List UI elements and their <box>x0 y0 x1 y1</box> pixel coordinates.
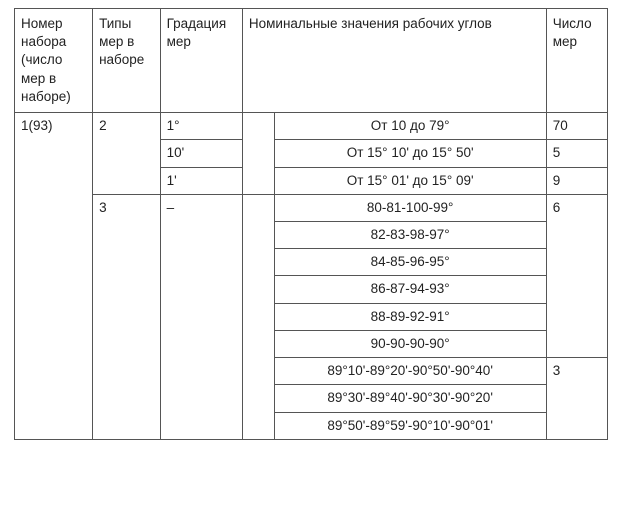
cell-count: 9 <box>546 167 607 194</box>
col-header-gradation: Градация мер <box>160 9 242 113</box>
cell-count: 6 <box>546 194 607 357</box>
table-row: 1(93) 2 1° От 10 до 79° 70 <box>15 113 608 140</box>
col-header-types: Типы мер в наборе <box>93 9 161 113</box>
cell-margin <box>242 303 274 330</box>
cell-nominal-value: От 10 до 79° <box>274 113 546 140</box>
cell-set-number: 1(93) <box>15 113 93 440</box>
cell-nominal-value: От 15° 01' до 15° 09' <box>274 167 546 194</box>
cell-gradation: 10' <box>160 140 242 167</box>
cell-nominal-value: 89°50'-89°59'-90°10'-90°01' <box>274 412 546 439</box>
col-header-nominal-values: Номинальные значения рабочих углов <box>242 9 546 113</box>
cell-nominal-value: 89°10'-89°20'-90°50'-90°40' <box>274 358 546 385</box>
cell-margin <box>242 194 274 221</box>
cell-type: 3 <box>93 194 161 439</box>
cell-margin <box>242 167 274 194</box>
cell-margin <box>242 276 274 303</box>
table-row: 3 – 80-81-100-99° 6 <box>15 194 608 221</box>
cell-margin <box>242 412 274 439</box>
cell-nominal-value: 86-87-94-93° <box>274 276 546 303</box>
cell-margin <box>242 140 274 167</box>
cell-count: 3 <box>546 358 607 440</box>
cell-nominal-value: От 15° 10' до 15° 50' <box>274 140 546 167</box>
cell-margin <box>242 221 274 248</box>
cell-type: 2 <box>93 113 161 195</box>
cell-nominal-value: 89°30'-89°40'-90°30'-90°20' <box>274 385 546 412</box>
cell-nominal-value: 82-83-98-97° <box>274 221 546 248</box>
cell-count: 70 <box>546 113 607 140</box>
angle-measures-table: Номер набора (число мер в наборе) Типы м… <box>14 8 608 440</box>
cell-margin <box>242 385 274 412</box>
cell-margin <box>242 358 274 385</box>
cell-gradation: 1° <box>160 113 242 140</box>
cell-gradation: – <box>160 194 242 439</box>
col-header-count: Число мер <box>546 9 607 113</box>
cell-nominal-value: 88-89-92-91° <box>274 303 546 330</box>
cell-count: 5 <box>546 140 607 167</box>
cell-margin <box>242 330 274 357</box>
cell-margin <box>242 113 274 140</box>
cell-nominal-value: 84-85-96-95° <box>274 249 546 276</box>
cell-gradation: 1' <box>160 167 242 194</box>
cell-nominal-value: 90-90-90-90° <box>274 330 546 357</box>
col-header-set-number: Номер набора (число мер в наборе) <box>15 9 93 113</box>
cell-nominal-value: 80-81-100-99° <box>274 194 546 221</box>
cell-margin <box>242 249 274 276</box>
